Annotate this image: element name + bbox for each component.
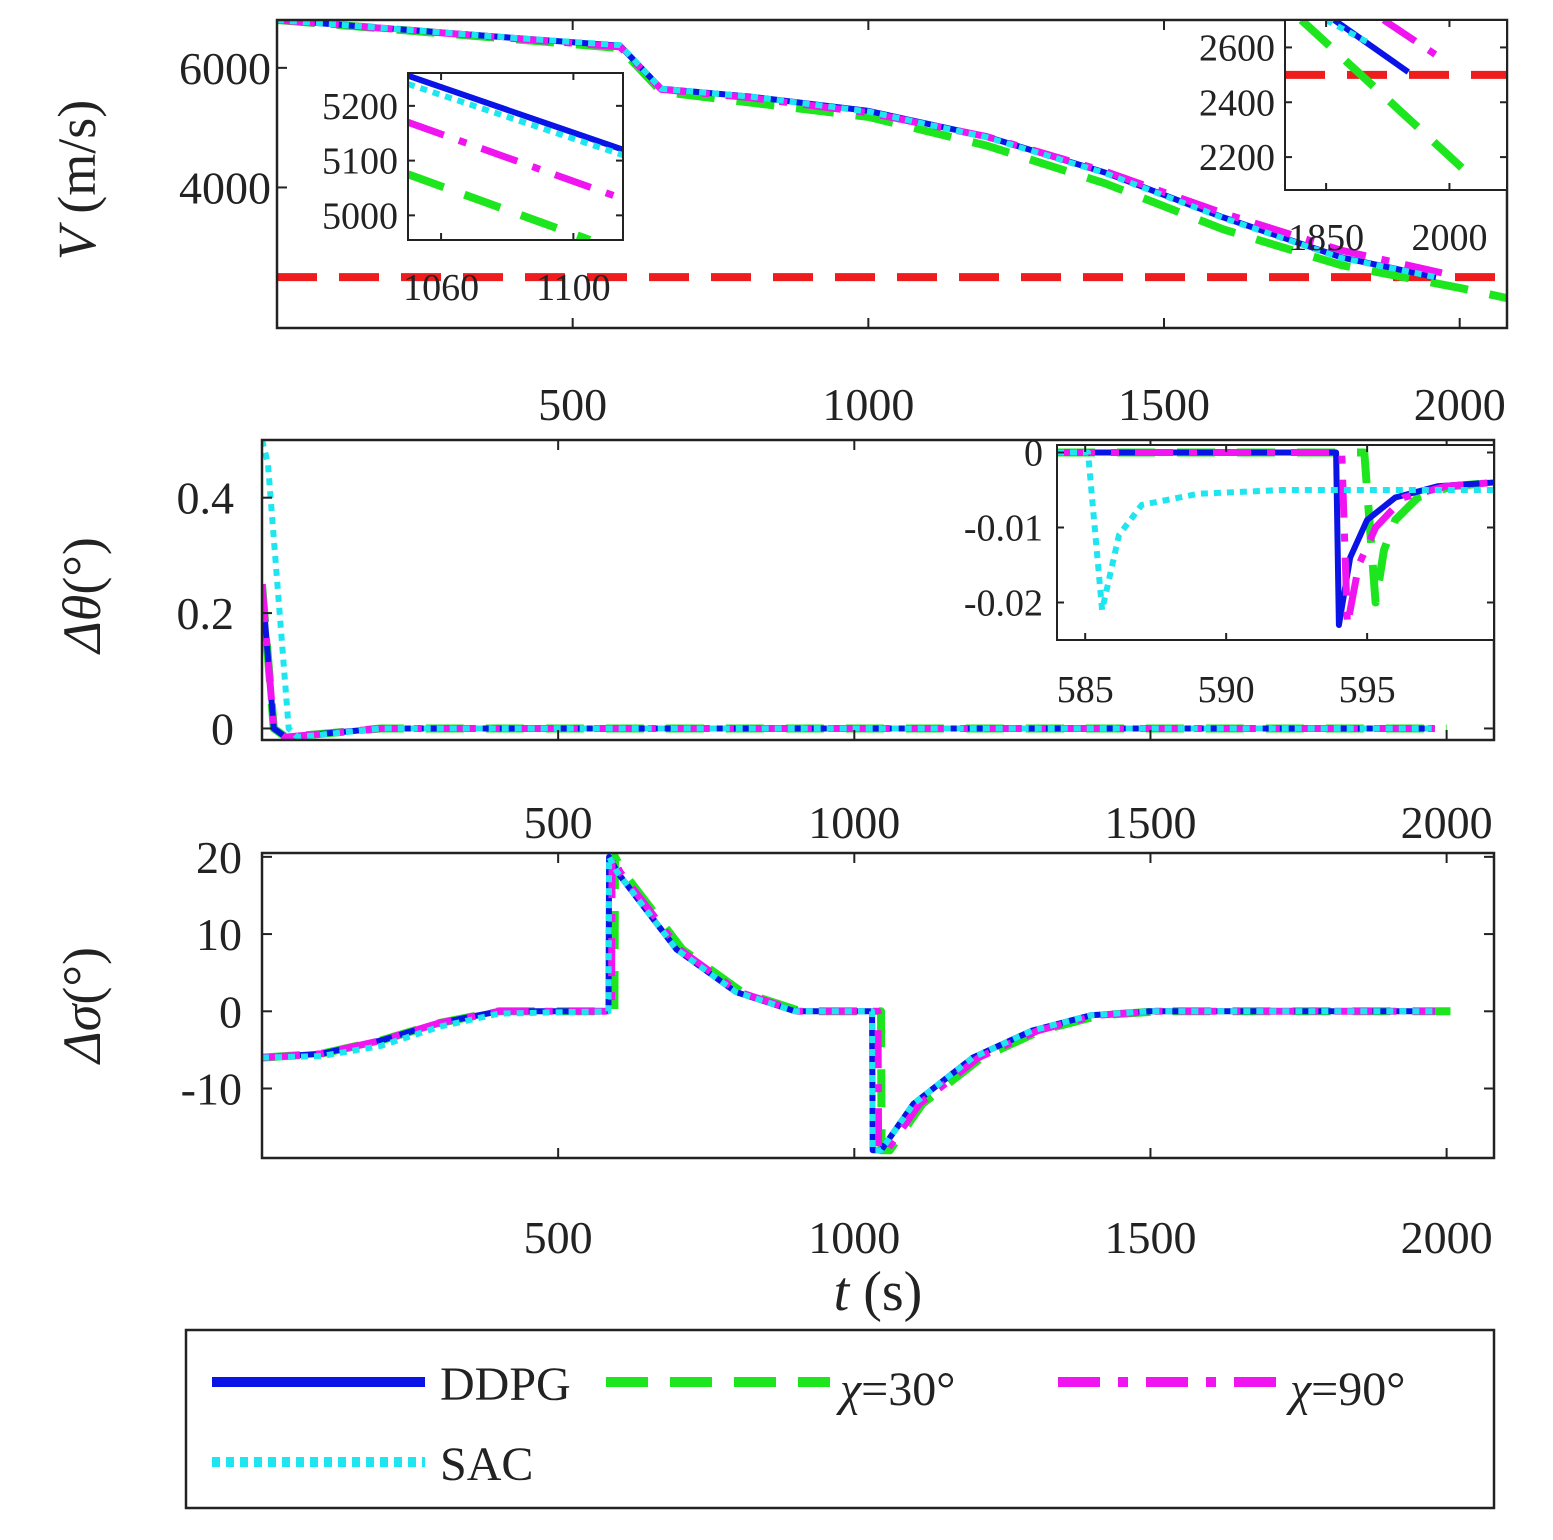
delta-theta-ytick-label: 0.4	[177, 473, 235, 524]
delta-theta-xtick-label: 2000	[1401, 797, 1493, 848]
panel-delta-sigma: 500 1000 1500 2000 -10 0 10 20 Δσ(°) t (s)	[52, 832, 1496, 1323]
delta-theta-xtick-label: 1000	[808, 797, 900, 848]
theta-inset-line-sac	[1057, 449, 1494, 613]
velocity-inset-left: 1060 1100 5000 5100 5200	[322, 72, 624, 309]
legend-label-chi90: χ=90°	[1286, 1363, 1405, 1416]
velocity-xtick-label: 1500	[1118, 379, 1210, 430]
delta-sigma-ytick-label: -10	[181, 1064, 242, 1115]
theta-inset-xtick-label: 585	[1057, 669, 1114, 711]
velocity-inset-right-frame	[1284, 19, 1508, 191]
delta-theta-ytick-label: 0.2	[177, 588, 235, 639]
delta-theta-line-chi90	[262, 583, 1435, 740]
delta-theta-xtick-label: 1500	[1104, 797, 1196, 848]
velocity-inset-right-ytick-label: 2600	[1199, 27, 1275, 69]
velocity-inset-right-series	[1298, 20, 1477, 182]
velocity-inset-right-ytick-label: 2200	[1199, 137, 1275, 179]
velocity-xtick-label: 500	[538, 379, 607, 430]
velocity-inset-right-xtick-label: 2000	[1411, 217, 1487, 259]
velocity-line-sac	[277, 20, 1437, 281]
velocity-inset-left-ytick-label: 5100	[322, 141, 398, 183]
velocity-xtick-label: 2000	[1414, 379, 1506, 430]
velocity-inset-left-line-ddpg	[408, 73, 623, 153]
delta-sigma-ytick-label: 20	[196, 832, 242, 883]
delta-sigma-line-ddpg	[262, 853, 1435, 1154]
legend-box	[184, 1328, 1496, 1510]
delta-theta-xtick-label: 500	[524, 797, 593, 848]
theta-inset-xtick-label: 590	[1198, 669, 1255, 711]
velocity-ytick-label: 6000	[179, 43, 271, 94]
velocity-line-chi90	[277, 20, 1449, 278]
velocity-inset-right-line-chi90	[1381, 20, 1444, 62]
theta-inset-xtick-label: 595	[1339, 669, 1396, 711]
delta-sigma-axes-frame	[260, 851, 1496, 1160]
delta-sigma-ticks: 500 1000 1500 2000 -10 0 10 20	[181, 832, 1494, 1263]
velocity-inset-right-xtick-label: 1850	[1288, 217, 1364, 259]
delta-sigma-xtick-label: 500	[524, 1212, 593, 1263]
delta-theta-series	[262, 440, 1447, 740]
delta-theta-y-axis-label: Δθ(°)	[52, 537, 112, 655]
delta-sigma-ytick-label: 10	[196, 909, 242, 960]
delta-sigma-xtick-label: 1500	[1104, 1212, 1196, 1263]
theta-inset-frame	[1056, 444, 1495, 641]
delta-sigma-ytick-label: 0	[219, 986, 242, 1037]
theta-inset-ticks: 585 590 595 0 -0.01 -0.02	[964, 433, 1494, 711]
legend-label-ddpg: DDPG	[440, 1358, 571, 1411]
velocity-y-axis-label: V (m/s)	[47, 100, 107, 261]
delta-theta-ytick-label: 0	[211, 703, 234, 754]
velocity-ticks: 500 1000 1500 2000 4000 6000	[179, 20, 1507, 430]
velocity-series	[277, 20, 1507, 303]
velocity-inset-left-frame	[407, 72, 624, 241]
delta-sigma-xtick-label: 2000	[1401, 1212, 1493, 1263]
velocity-inset-right-line-ddpg	[1332, 20, 1411, 75]
legend-label-chi30: χ=30°	[836, 1363, 955, 1416]
velocity-inset-left-ytick-label: 5000	[322, 195, 398, 237]
theta-inset-ytick-label: 0	[1024, 433, 1043, 475]
velocity-inset-left-line-chi90	[408, 119, 623, 203]
x-axis-label: t (s)	[834, 1261, 923, 1323]
velocity-inset-left-series	[408, 73, 623, 240]
velocity-inset-left-ticks: 1060 1100 5000 5100 5200	[322, 73, 623, 309]
theta-inset-series	[1057, 448, 1494, 629]
velocity-inset-right-line-chi30	[1298, 20, 1477, 182]
delta-sigma-series	[262, 853, 1465, 1155]
delta-theta-ticks: 500 1000 1500 2000 0 0.2 0.4	[177, 440, 1494, 848]
velocity-inset-right-ticks: 1850 2000 2200 2400 2600	[1199, 20, 1507, 259]
delta-sigma-line-chi90	[262, 853, 1435, 1154]
theta-inset: 585 590 595 0 -0.01 -0.02	[964, 433, 1495, 711]
delta-sigma-line-chi30	[262, 853, 1465, 1155]
panel-delta-theta: 500 1000 1500 2000 0 0.2 0.4 Δθ(°) 585 590 595 0 -…	[52, 433, 1496, 848]
velocity-inset-left-xtick-label: 1060	[403, 267, 479, 309]
delta-sigma-line-sac	[262, 853, 1435, 1154]
panel-velocity: 500 1000 1500 2000 4000 6000 V (m/s) 1060 1100…	[47, 18, 1509, 430]
velocity-inset-right: 1850 2000 2200 2400 2600	[1199, 19, 1508, 259]
velocity-inset-left-xtick-label: 1100	[536, 267, 611, 309]
velocity-inset-left-line-chi30	[408, 170, 592, 240]
velocity-xtick-label: 1000	[822, 379, 914, 430]
theta-inset-ytick-label: -0.01	[964, 508, 1043, 550]
delta-theta-line-sac	[262, 440, 1435, 740]
velocity-ytick-label: 4000	[179, 162, 271, 213]
delta-sigma-xtick-label: 1000	[808, 1212, 900, 1263]
velocity-inset-left-ytick-label: 5200	[322, 86, 398, 128]
legend-label-sac: SAC	[440, 1438, 533, 1491]
legend: DDPG χ=30° χ=90° SAC	[184, 1328, 1496, 1510]
delta-sigma-y-axis-label: Δσ(°)	[52, 947, 112, 1065]
velocity-inset-right-ytick-label: 2400	[1199, 82, 1275, 124]
velocity-inset-left-line-sac	[408, 81, 623, 158]
theta-inset-ytick-label: -0.02	[964, 583, 1043, 625]
